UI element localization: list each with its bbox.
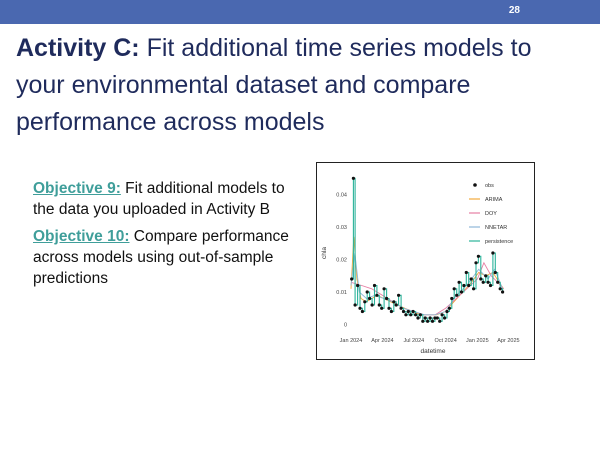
obs-point	[443, 316, 447, 320]
obs-point	[452, 287, 456, 291]
title-bold: Activity C:	[16, 34, 140, 62]
obs-point	[450, 296, 454, 301]
objective-item: Objective 9: Fit additional models to th…	[33, 178, 308, 220]
obs-point	[476, 254, 480, 258]
obs-point	[474, 261, 478, 265]
y-tick-label: 0.04	[336, 193, 347, 199]
obs-point	[356, 283, 360, 288]
obs-point	[387, 306, 391, 310]
obs-point	[377, 303, 381, 307]
obs-point	[353, 303, 357, 307]
x-tick-label: Jan 2024	[340, 338, 363, 344]
obs-point	[370, 303, 374, 307]
obs-point	[397, 293, 401, 297]
x-tick-label: Jul 2024	[403, 338, 424, 344]
title-rest: Fit additional time series models to you…	[16, 34, 532, 136]
obs-point	[435, 316, 439, 320]
legend-label-obs: obs	[485, 183, 494, 189]
obs-point	[493, 270, 497, 275]
obs-point	[491, 251, 495, 255]
obs-point	[358, 306, 362, 310]
obs-point	[498, 287, 502, 291]
series-line-persistence	[351, 177, 504, 322]
obs-point	[363, 300, 367, 304]
obs-point	[428, 316, 432, 320]
obs-point	[496, 280, 500, 284]
obs-point	[469, 277, 473, 281]
y-tick-label: 0	[344, 323, 347, 329]
x-tick-label: Jan 2025	[466, 338, 489, 344]
x-tick-label: Apr 2025	[497, 338, 519, 344]
slide-number: 28	[508, 5, 520, 16]
legend-label-persistence: persistence	[485, 239, 513, 245]
obs-point	[368, 296, 372, 301]
obs-point	[404, 313, 408, 317]
obs-point	[380, 306, 384, 310]
obs-point	[426, 319, 430, 323]
objective-text: Fit additional models to the data you up…	[33, 180, 285, 218]
y-tick-label: 0.03	[336, 225, 347, 231]
obs-point	[479, 277, 483, 281]
legend-label-nnetar: NNETAR	[485, 225, 507, 231]
obs-point	[401, 309, 406, 314]
obs-point	[484, 274, 488, 278]
obs-point	[445, 309, 449, 314]
objective-label[interactable]: Objective 9:	[33, 180, 121, 197]
obs-point	[414, 313, 418, 317]
obs-point	[365, 290, 369, 294]
obs-point	[457, 280, 461, 284]
obs-point	[406, 309, 410, 314]
y-tick-label: 0.01	[336, 290, 347, 296]
obs-point	[375, 293, 379, 297]
obs-point	[399, 306, 403, 310]
obs-point	[440, 313, 444, 317]
obs-point	[421, 319, 425, 323]
legend-label-arima: ARIMA	[485, 197, 503, 203]
objective-text: Compare performance across models using …	[33, 228, 289, 287]
obs-point	[385, 296, 389, 301]
objective-item: Objective 10: Compare performance across…	[33, 226, 308, 289]
obs-point	[411, 309, 415, 314]
obs-point	[418, 313, 422, 317]
x-axis-label: datetime	[421, 348, 446, 355]
obs-point	[455, 293, 459, 297]
obs-point	[433, 316, 437, 320]
obs-point	[389, 309, 393, 314]
obs-point	[462, 283, 466, 288]
forecast-chart: 0 0.01 0.02 0.03 0.04 Jan 2024 Apr 2024 Jul 202…	[321, 176, 520, 355]
objective-label[interactable]: Objective 10:	[33, 228, 130, 245]
y-axis-label: chla	[321, 247, 328, 259]
obs-point	[447, 306, 451, 310]
obs-point	[350, 277, 354, 281]
obs-point	[486, 280, 490, 284]
legend-marker-obs	[473, 183, 477, 187]
forecast-chart-frame: 0 0.01 0.02 0.03 0.04 Jan 2024 Apr 2024 Jul 202…	[316, 162, 535, 360]
legend-label-doy: DOY	[485, 211, 497, 217]
obs-point	[392, 300, 396, 304]
obs-point	[501, 290, 505, 294]
obs-point	[416, 316, 420, 320]
obs-point	[382, 287, 386, 291]
obs-point	[360, 309, 364, 314]
y-tick-label: 0.02	[336, 258, 347, 264]
obs-point	[472, 287, 476, 291]
objectives-list: Objective 9: Fit additional models to th…	[33, 178, 308, 295]
obs-point	[351, 176, 355, 180]
x-tick-label: Apr 2024	[371, 338, 393, 344]
obs-point	[438, 319, 442, 323]
obs-point	[409, 313, 413, 317]
obs-point	[459, 290, 464, 294]
obs-point	[430, 319, 435, 323]
x-tick-label: Oct 2024	[434, 338, 456, 344]
obs-point	[488, 283, 493, 288]
slide-header-bar: 28	[0, 0, 600, 24]
obs-point	[394, 303, 398, 307]
obs-point	[372, 283, 377, 288]
slide-title: Activity C: Fit additional time series m…	[16, 30, 586, 141]
obs-point	[467, 283, 471, 288]
obs-point	[423, 316, 427, 320]
obs-point	[481, 280, 485, 284]
obs-point	[464, 270, 468, 275]
